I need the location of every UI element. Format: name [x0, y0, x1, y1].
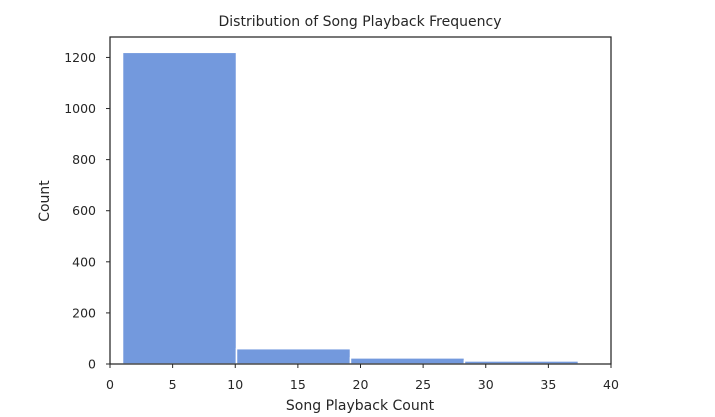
x-tick-label: 20 [353, 377, 369, 392]
x-axis: 0 5 10 15 20 25 30 35 40 [106, 364, 619, 392]
x-tick-label: 25 [415, 377, 431, 392]
x-tick-label: 5 [169, 377, 177, 392]
x-tick-label: 35 [540, 377, 556, 392]
histogram-bar [235, 347, 352, 365]
x-tick-label: 0 [106, 377, 114, 392]
x-tick-label: 30 [478, 377, 494, 392]
chart-title: Distribution of Song Playback Frequency [219, 14, 502, 30]
histogram-bar [349, 357, 466, 365]
x-tick-label: 15 [290, 377, 306, 392]
y-axis: 0 200 400 600 800 1000 1200 [64, 50, 110, 372]
y-tick-label: 400 [72, 254, 96, 269]
x-tick-label: 10 [227, 377, 243, 392]
y-tick-label: 600 [72, 203, 96, 218]
y-tick-label: 0 [88, 357, 96, 372]
y-tick-label: 1200 [64, 50, 96, 65]
plot-frame [109, 36, 612, 365]
bars-layer [121, 51, 580, 365]
histogram-bar [121, 51, 238, 365]
y-axis-label: Count [37, 180, 53, 222]
y-tick-label: 200 [72, 305, 96, 320]
y-tick-label: 800 [72, 152, 96, 167]
y-tick-label: 1000 [64, 101, 96, 116]
x-tick-label: 40 [603, 377, 619, 392]
x-axis-label: Song Playback Count [286, 398, 435, 414]
